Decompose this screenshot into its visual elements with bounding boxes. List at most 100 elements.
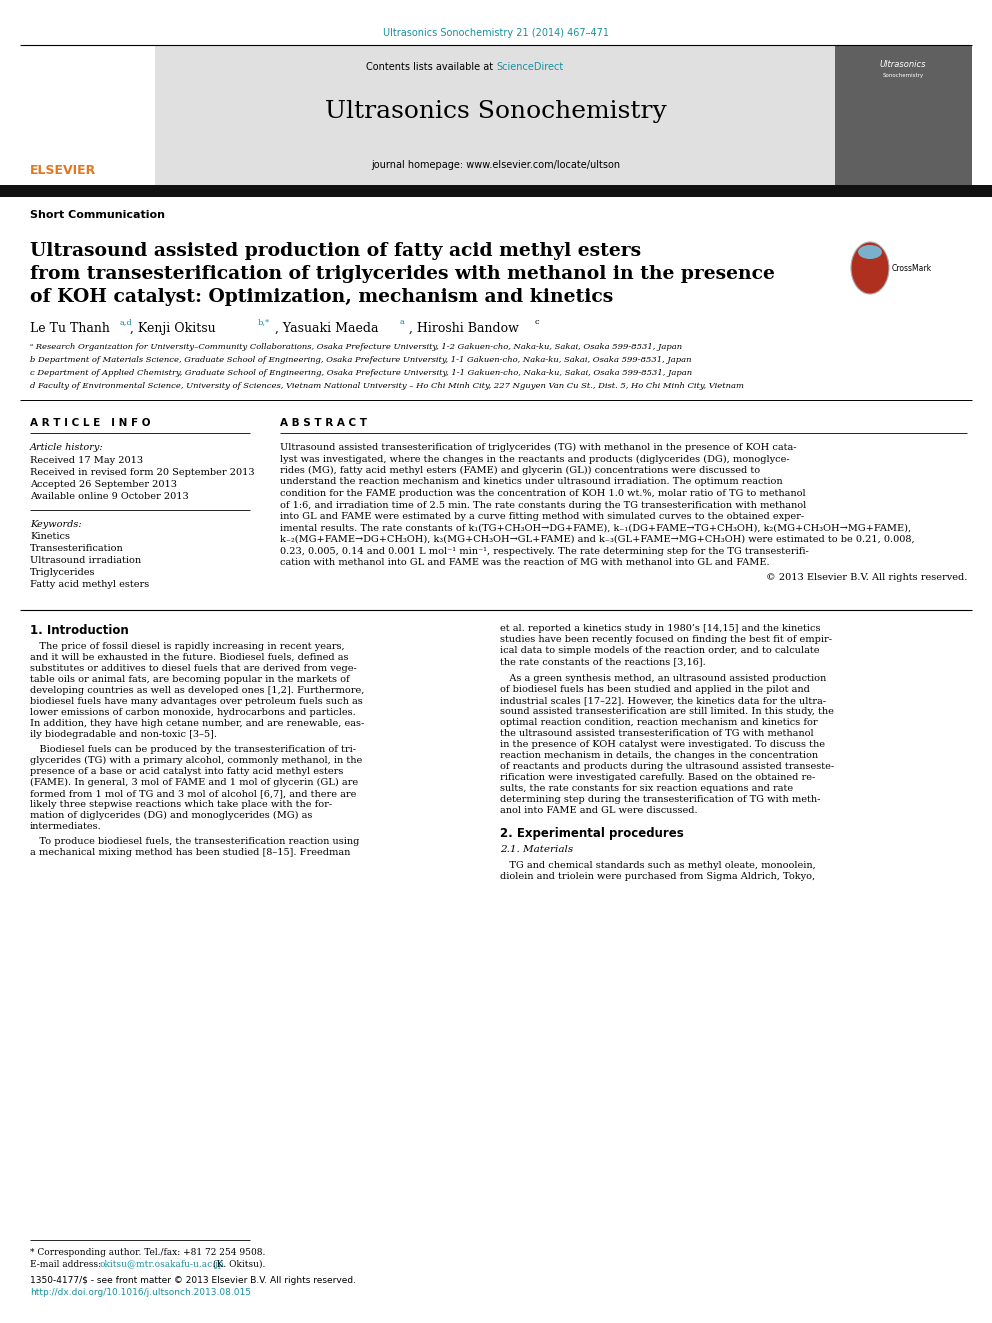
Text: journal homepage: www.elsevier.com/locate/ultson: journal homepage: www.elsevier.com/locat… [371,160,621,169]
Text: Ultrasound irradiation: Ultrasound irradiation [30,556,141,565]
Text: 1. Introduction: 1. Introduction [30,624,129,636]
Text: table oils or animal fats, are becoming popular in the markets of: table oils or animal fats, are becoming … [30,675,349,684]
Text: Kinetics: Kinetics [30,532,70,541]
Text: the rate constants of the reactions [3,16].: the rate constants of the reactions [3,1… [500,658,705,665]
Text: http://dx.doi.org/10.1016/j.ultsonch.2013.08.015: http://dx.doi.org/10.1016/j.ultsonch.201… [30,1289,251,1297]
Text: Contents lists available at: Contents lists available at [366,62,496,71]
Text: , Yasuaki Maeda: , Yasuaki Maeda [275,321,383,335]
Text: sound assisted transesterification are still limited. In this study, the: sound assisted transesterification are s… [500,706,834,716]
Text: A R T I C L E   I N F O: A R T I C L E I N F O [30,418,151,429]
Text: Triglycerides: Triglycerides [30,568,95,577]
Text: in the presence of KOH catalyst were investigated. To discuss the: in the presence of KOH catalyst were inv… [500,740,825,749]
Text: formed from 1 mol of TG and 3 mol of alcohol [6,7], and there are: formed from 1 mol of TG and 3 mol of alc… [30,789,356,798]
Ellipse shape [851,242,889,294]
Text: reaction mechanism in details, the changes in the concentration: reaction mechanism in details, the chang… [500,751,818,759]
Text: Transesterification: Transesterification [30,544,124,553]
Text: ᵃ Research Organization for University–Community Collaborations, Osaka Prefectur: ᵃ Research Organization for University–C… [30,343,682,351]
Text: understand the reaction mechanism and kinetics under ultrasound irradiation. The: understand the reaction mechanism and ki… [280,478,783,487]
Text: studies have been recently focused on finding the best fit of empir-: studies have been recently focused on fi… [500,635,832,644]
Bar [20,46,155,185]
Text: 1350-4177/$ - see front matter © 2013 Elsevier B.V. All rights reserved.: 1350-4177/$ - see front matter © 2013 El… [30,1275,356,1285]
Text: Received 17 May 2013: Received 17 May 2013 [30,456,143,464]
Ellipse shape [858,245,882,259]
Text: a,d: a,d [120,318,133,325]
Text: ELSEVIER: ELSEVIER [30,164,96,177]
Text: mation of diglycerides (DG) and monoglycerides (MG) as: mation of diglycerides (DG) and monoglyc… [30,811,312,820]
Text: of reactants and products during the ultrasound assisted transeste-: of reactants and products during the ult… [500,762,834,771]
Text: and it will be exhausted in the future. Biodiesel fuels, defined as: and it will be exhausted in the future. … [30,654,348,662]
Text: rides (MG), fatty acid methyl esters (FAME) and glycerin (GL)) concentrations we: rides (MG), fatty acid methyl esters (FA… [280,466,760,475]
Text: from transesterification of triglycerides with methanol in the presence: from transesterification of triglyceride… [30,265,775,283]
Text: intermediates.: intermediates. [30,822,102,831]
Text: Sonochemistry: Sonochemistry [883,73,924,78]
Text: rification were investigated carefully. Based on the obtained re-: rification were investigated carefully. … [500,773,815,782]
Text: Fatty acid methyl esters: Fatty acid methyl esters [30,579,149,589]
Text: a: a [400,318,405,325]
Text: biodiesel fuels have many advantages over petroleum fuels such as: biodiesel fuels have many advantages ove… [30,697,363,706]
Text: Received in revised form 20 September 2013: Received in revised form 20 September 20… [30,468,255,478]
Text: condition for the FAME production was the concentration of KOH 1.0 wt.%, molar r: condition for the FAME production was th… [280,490,806,497]
Text: b,*: b,* [258,318,270,325]
Text: © 2013 Elsevier B.V. All rights reserved.: © 2013 Elsevier B.V. All rights reserved… [766,573,967,582]
Bar [155,46,835,185]
Text: diolein and triolein were purchased from Sigma Aldrich, Tokyo,: diolein and triolein were purchased from… [500,872,815,881]
Text: sults, the rate constants for six reaction equations and rate: sults, the rate constants for six reacti… [500,785,794,792]
Text: (K. Okitsu).: (K. Okitsu). [210,1259,266,1269]
Text: determining step during the transesterification of TG with meth-: determining step during the transesterif… [500,795,820,804]
Text: In addition, they have high cetane number, and are renewable, eas-: In addition, they have high cetane numbe… [30,718,364,728]
Text: CrossMark: CrossMark [892,265,932,273]
Text: Biodiesel fuels can be produced by the transesterification of tri-: Biodiesel fuels can be produced by the t… [30,745,356,754]
Text: optimal reaction condition, reaction mechanism and kinetics for: optimal reaction condition, reaction mec… [500,718,817,728]
Text: et al. reported a kinetics study in 1980’s [14,15] and the kinetics: et al. reported a kinetics study in 1980… [500,624,820,632]
Text: ical data to simple models of the reaction order, and to calculate: ical data to simple models of the reacti… [500,646,819,655]
Text: k₋₂(MG+FAME→DG+CH₃OH), k₃(MG+CH₃OH→GL+FAME) and k₋₃(GL+FAME→MG+CH₃OH) were estim: k₋₂(MG+FAME→DG+CH₃OH), k₃(MG+CH₃OH→GL+FA… [280,534,915,544]
Text: anol into FAME and GL were discussed.: anol into FAME and GL were discussed. [500,806,697,815]
Text: Ultrasound assisted transesterification of triglycerides (TG) with methanol in t: Ultrasound assisted transesterification … [280,443,797,452]
Text: substitutes or additives to diesel fuels that are derived from vege-: substitutes or additives to diesel fuels… [30,664,357,673]
Text: of 1:6, and irradiation time of 2.5 min. The rate constants during the TG transe: of 1:6, and irradiation time of 2.5 min.… [280,500,806,509]
Text: cation with methanol into GL and FAME was the reaction of MG with methanol into : cation with methanol into GL and FAME wa… [280,558,770,568]
Text: okitsu@mtr.osakafu-u.ac.jp: okitsu@mtr.osakafu-u.ac.jp [100,1259,224,1269]
Text: Article history:: Article history: [30,443,103,452]
Text: 0.23, 0.005, 0.14 and 0.001 L mol⁻¹ min⁻¹, respectively. The rate determining st: 0.23, 0.005, 0.14 and 0.001 L mol⁻¹ min⁻… [280,546,808,556]
Text: (FAME). In general, 3 mol of FAME and 1 mol of glycerin (GL) are: (FAME). In general, 3 mol of FAME and 1 … [30,778,358,787]
Text: TG and chemical standards such as methyl oleate, monoolein,: TG and chemical standards such as methyl… [500,861,815,871]
Text: , Kenji Okitsu: , Kenji Okitsu [130,321,219,335]
Text: As a green synthesis method, an ultrasound assisted production: As a green synthesis method, an ultrasou… [500,673,826,683]
Text: The price of fossil diesel is rapidly increasing in recent years,: The price of fossil diesel is rapidly in… [30,642,344,651]
Bar [0,185,992,197]
Text: Short Communication: Short Communication [30,210,165,220]
Text: Le Tu Thanh: Le Tu Thanh [30,321,114,335]
Text: Accepted 26 September 2013: Accepted 26 September 2013 [30,480,177,490]
Text: d Faculty of Environmental Science, University of Sciences, Vietnam National Uni: d Faculty of Environmental Science, Univ… [30,382,744,390]
Text: E-mail address:: E-mail address: [30,1259,104,1269]
Text: Ultrasonics Sonochemistry 21 (2014) 467–471: Ultrasonics Sonochemistry 21 (2014) 467–… [383,28,609,38]
Text: To produce biodiesel fuels, the transesterification reaction using: To produce biodiesel fuels, the transest… [30,837,359,845]
Text: c: c [535,318,540,325]
Text: Available online 9 October 2013: Available online 9 October 2013 [30,492,188,501]
Text: of KOH catalyst: Optimization, mechanism and kinetics: of KOH catalyst: Optimization, mechanism… [30,288,613,306]
Text: A B S T R A C T: A B S T R A C T [280,418,367,429]
Text: imental results. The rate constants of k₁(TG+CH₃OH→DG+FAME), k₋₁(DG+FAME→TG+CH₃O: imental results. The rate constants of k… [280,524,911,532]
Text: Ultrasonics Sonochemistry: Ultrasonics Sonochemistry [325,101,667,123]
Text: b Department of Materials Science, Graduate School of Engineering, Osaka Prefect: b Department of Materials Science, Gradu… [30,356,691,364]
Text: glycerides (TG) with a primary alcohol, commonly methanol, in the: glycerides (TG) with a primary alcohol, … [30,755,362,765]
Text: presence of a base or acid catalyst into fatty acid methyl esters: presence of a base or acid catalyst into… [30,767,343,777]
Text: Ultrasound assisted production of fatty acid methyl esters: Ultrasound assisted production of fatty … [30,242,641,261]
Bar [835,46,972,185]
Text: c Department of Applied Chemistry, Graduate School of Engineering, Osaka Prefect: c Department of Applied Chemistry, Gradu… [30,369,692,377]
Text: lower emissions of carbon monoxide, hydrocarbons and particles.: lower emissions of carbon monoxide, hydr… [30,708,356,717]
Text: Ultrasonics: Ultrasonics [880,60,927,69]
Text: lyst was investigated, where the changes in the reactants and products (diglycer: lyst was investigated, where the changes… [280,455,790,463]
Text: likely three stepwise reactions which take place with the for-: likely three stepwise reactions which ta… [30,800,332,808]
Text: into GL and FAME were estimated by a curve fitting method with simulated curves : into GL and FAME were estimated by a cur… [280,512,805,521]
Text: Keywords:: Keywords: [30,520,81,529]
Text: of biodiesel fuels has been studied and applied in the pilot and: of biodiesel fuels has been studied and … [500,685,809,695]
Text: industrial scales [17–22]. However, the kinetics data for the ultra-: industrial scales [17–22]. However, the … [500,696,826,705]
Text: 2. Experimental procedures: 2. Experimental procedures [500,827,683,840]
Text: , Hiroshi Bandow: , Hiroshi Bandow [409,321,523,335]
Text: a mechanical mixing method has been studied [8–15]. Freedman: a mechanical mixing method has been stud… [30,848,350,857]
Text: * Corresponding author. Tel./fax: +81 72 254 9508.: * Corresponding author. Tel./fax: +81 72… [30,1248,266,1257]
Text: 2.1. Materials: 2.1. Materials [500,845,573,855]
Text: developing countries as well as developed ones [1,2]. Furthermore,: developing countries as well as develope… [30,687,364,695]
